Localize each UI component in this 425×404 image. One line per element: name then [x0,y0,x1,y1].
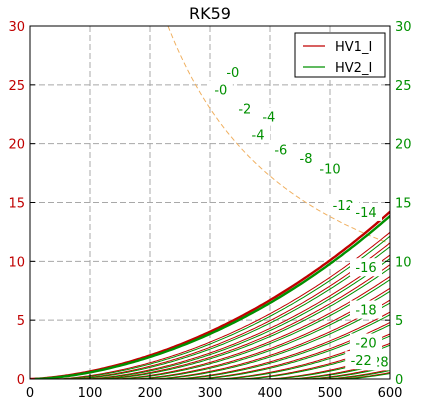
hv2-curve [34,214,390,379]
x-tick-label: 500 [318,386,343,401]
curve-label: -4 [262,111,275,126]
curve-label-bg [345,351,378,370]
y-tick-label-right: 10 [395,255,412,270]
x-tick-label: 100 [78,386,103,401]
curve-label: -12 [333,199,354,214]
curve-label-bg [256,107,281,126]
curve-label-bg [350,202,382,221]
curve-label-bg [314,159,346,178]
y-tick-label-left: 10 [8,255,25,270]
y-tick-label-right: 25 [395,79,412,94]
hv1-curve [82,254,390,379]
curve-label: -4 [252,128,265,143]
legend: HV1_I HV2_I [294,32,386,78]
y-tick-label-right: 0 [395,373,403,388]
curve-label-bg [232,99,257,118]
ticks-layer: 0 100 200 300 400 500 600051015202530051015202… [8,20,411,401]
y-tick-label-right: 30 [395,20,412,35]
hv2-curve [175,314,390,379]
x-tick-label: 600 [378,386,403,401]
curve-label-bg [246,125,270,144]
curve-label-bg [350,333,382,352]
x-tick-label: 400 [258,386,283,401]
curve-label-bg [268,140,293,159]
curve-label: -2 [238,102,251,117]
hv2-curve [100,267,390,379]
dissipation-curve-layer [167,25,391,245]
curve-label: -16 [355,261,376,276]
hv1-curve [112,275,390,379]
curve-label: -6 [274,144,287,159]
y-tick-label-left: 20 [8,138,25,153]
curve-label-bg [220,62,245,81]
curve-label: -22 [351,354,372,369]
plate-dissipation-curve [167,25,391,245]
y-tick-label-left: 25 [8,79,25,94]
curve-label: -0 [214,84,227,99]
hv1-curve [95,264,390,379]
curve-label-bg [294,148,318,167]
hv2-curve [154,302,390,379]
y-tick-label-left: 0 [17,373,25,388]
y-tick-label-right: 15 [395,197,412,212]
y-tick-label-left: 15 [8,197,25,212]
curve-labels-layer: -0-0-2-4-4-6-8-10-12 -14-16-18-20-28-22 [208,62,394,371]
curves-layer [30,210,390,379]
chart-title: RK59 [189,4,231,23]
x-tick-label: 0 [26,386,34,401]
curve-label-bg [350,300,382,319]
curve-label-bg [350,258,382,277]
curve-label: -8 [300,152,313,167]
curve-label: -10 [319,162,340,177]
curve-label: -20 [355,337,376,352]
x-tick-label: 300 [198,386,223,401]
y-tick-label-left: 5 [17,314,25,329]
curve-label-bg [208,80,233,99]
legend-entry: HV2_I [335,61,372,76]
hv1-curve [53,231,390,379]
x-tick-label: 200 [138,386,163,401]
y-tick-label-right: 20 [395,138,412,153]
curve-label: -0 [226,66,239,81]
hv1-curve [170,311,390,379]
hv2-curve [87,257,390,379]
hv2-curve [58,235,390,379]
y-tick-label-left: 30 [8,20,25,35]
hv1-curve [67,242,390,379]
hv2-curve [71,246,390,379]
legend-entry: HV1_I [335,40,372,55]
legend-box [294,32,386,78]
curve-label: -18 [355,304,376,319]
hv2-curve [325,370,390,379]
curve-label: -14 [355,206,376,221]
y-tick-label-right: 5 [395,314,403,329]
